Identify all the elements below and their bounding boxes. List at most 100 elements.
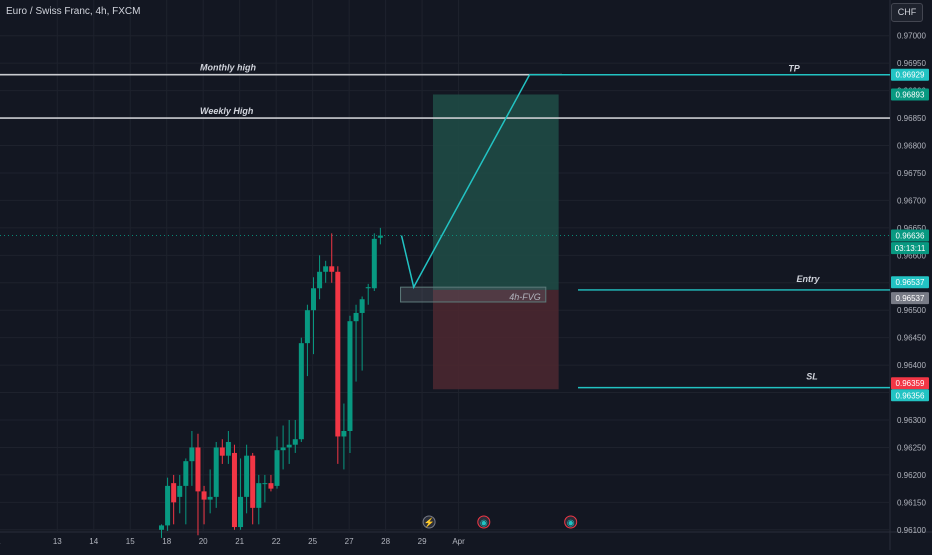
price-tick-label: 0.96700 (897, 196, 926, 205)
price-tick-label: 0.97000 (897, 32, 926, 41)
price-tick-label: 0.96500 (897, 306, 926, 315)
candle-body[interactable] (238, 496, 244, 528)
time-tick-label: Apr (452, 537, 465, 546)
candle-body[interactable] (323, 266, 329, 272)
candle-body[interactable] (231, 452, 237, 528)
event-marker-icon[interactable] (422, 515, 436, 529)
price-tick-label: 0.96750 (897, 169, 926, 178)
price-badge (891, 377, 929, 390)
tp-label: TP (788, 64, 800, 74)
candle-body[interactable] (207, 496, 213, 500)
candle-body[interactable] (347, 321, 353, 431)
candle-body[interactable] (165, 485, 171, 526)
price-tick-label: 0.96800 (897, 142, 926, 151)
candle-body[interactable] (335, 271, 341, 437)
price-badge-label: 0.96537 (896, 278, 925, 287)
candle-body[interactable] (244, 455, 250, 497)
time-tick-label: 21 (235, 537, 244, 546)
entry-label: Entry (796, 274, 820, 284)
candle-body[interactable] (365, 287, 371, 289)
price-tick-label: 0.96300 (897, 416, 926, 425)
candle-body[interactable] (304, 310, 310, 344)
chart-title: Euro / Swiss Franc, 4h, FXCM (6, 6, 141, 17)
candle-body[interactable] (298, 343, 304, 440)
price-badge (891, 276, 929, 289)
time-tick-label: 29 (418, 537, 427, 546)
candle-body[interactable] (329, 266, 335, 272)
event-marker-icon[interactable] (477, 515, 491, 529)
price-badge-label: 0.96537 (896, 294, 925, 303)
time-tick-label: 20 (199, 537, 208, 546)
candle-body[interactable] (371, 238, 377, 289)
currency-button[interactable]: CHF (891, 3, 923, 22)
price-tick-label: 0.96600 (897, 251, 926, 260)
candle-body[interactable] (268, 483, 274, 489)
time-tick-label: 28 (381, 537, 390, 546)
candle-body[interactable] (159, 525, 164, 530)
level-label: Weekly High (200, 106, 254, 116)
candle-body[interactable] (225, 441, 231, 456)
price-badge-label: 0.96359 (896, 379, 925, 388)
candle-body[interactable] (171, 483, 177, 503)
candle-body[interactable] (359, 299, 365, 313)
price-badge-label: 0.96356 (896, 391, 925, 400)
candle-body[interactable] (189, 447, 195, 462)
price-badge (891, 229, 929, 242)
time-tick-label: 22 (272, 537, 281, 546)
candle-body[interactable] (195, 447, 201, 492)
level-label: Monthly high (200, 63, 256, 73)
candle-body[interactable] (317, 271, 323, 289)
sl-label: SL (806, 372, 818, 382)
time-tick-label: 25 (308, 537, 317, 546)
time-tick-label: 11 (0, 537, 1, 546)
price-badge-label: 03:13:11 (895, 244, 926, 253)
candle-body[interactable] (280, 447, 286, 451)
price-badge (891, 292, 929, 305)
candle-body[interactable] (250, 455, 256, 508)
price-tick-label: 0.96850 (897, 114, 926, 123)
target-zone[interactable] (432, 94, 559, 290)
time-tick-label: 27 (345, 537, 354, 546)
candle-body[interactable] (353, 312, 359, 322)
candle-body[interactable] (177, 485, 183, 497)
stop-zone[interactable] (432, 289, 559, 390)
event-marker-glyph: ⚡ (423, 517, 434, 529)
fvg-box[interactable] (400, 286, 547, 303)
time-tick-label: 18 (162, 537, 171, 546)
event-marker-icon[interactable] (564, 515, 578, 529)
price-tick-label: 0.96250 (897, 443, 926, 452)
event-marker-glyph: ◉ (567, 518, 575, 528)
time-tick-label: 14 (89, 537, 98, 546)
time-tick-label: 13 (53, 537, 62, 546)
price-badge-label: 0.96893 (896, 90, 925, 99)
fvg-label: 4h-FVG (509, 292, 541, 302)
price-badge-label: 0.96929 (896, 71, 925, 80)
candle-body[interactable] (256, 483, 262, 508)
price-tick-label: 0.96100 (897, 526, 926, 535)
candle-body[interactable] (213, 447, 219, 497)
time-tick-label: 15 (126, 537, 135, 546)
time-axis (0, 532, 932, 550)
event-marker-glyph: ◉ (480, 518, 488, 528)
candle-body[interactable] (262, 483, 268, 485)
price-tick-label: 0.96400 (897, 361, 926, 370)
price-badge (891, 389, 929, 402)
candle-body[interactable] (274, 450, 280, 486)
candle-body[interactable] (219, 447, 225, 456)
projection-path[interactable] (400, 73, 890, 290)
candle-body[interactable] (183, 461, 189, 486)
candle-body[interactable] (311, 288, 316, 311)
price-tick-label: 0.96650 (897, 224, 926, 233)
price-badge (891, 242, 929, 255)
price-badge (891, 68, 929, 81)
candle-body[interactable] (201, 491, 207, 500)
price-badge-label: 0.96636 (896, 232, 925, 241)
candle-body[interactable] (292, 439, 298, 445)
price-tick-label: 0.96200 (897, 471, 926, 480)
candle-body[interactable] (377, 235, 383, 238)
candle-body[interactable] (341, 430, 347, 437)
candle-body[interactable] (286, 444, 292, 448)
price-badge (891, 88, 929, 101)
